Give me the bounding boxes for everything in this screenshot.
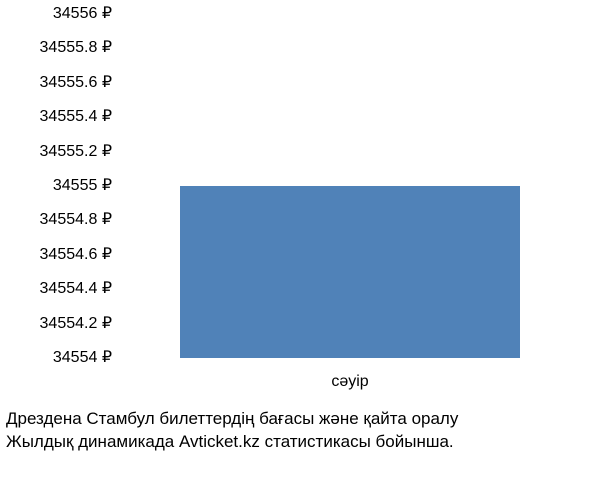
y-tick-label: 34554 ₽ (0, 350, 112, 366)
caption-line-1: Дрездена Стамбул билеттердің бағасы және… (6, 408, 600, 431)
y-tick-label: 34554.2 ₽ (0, 316, 112, 332)
y-tick-label: 34554.8 ₽ (0, 212, 112, 228)
y-tick-label: 34554.6 ₽ (0, 247, 112, 263)
y-tick-label: 34555.8 ₽ (0, 40, 112, 56)
y-tick-label: 34556 ₽ (0, 6, 112, 22)
x-tick-label: сәуір (331, 374, 368, 390)
chart-caption: Дрездена Стамбул билеттердің бағасы және… (0, 408, 600, 454)
y-tick-label: 34554.4 ₽ (0, 281, 112, 297)
y-tick-label: 34555.4 ₽ (0, 109, 112, 125)
price-dynamics-chart: 34556 ₽ 34555.8 ₽ 34555.6 ₽ 34555.4 ₽ 34555.… (0, 0, 600, 500)
plot-area (120, 14, 580, 358)
caption-line-2: Жылдық динамикада Avticket.kz статистика… (6, 431, 600, 454)
bar (180, 186, 520, 358)
y-tick-label: 34555.6 ₽ (0, 75, 112, 91)
y-tick-label: 34555 ₽ (0, 178, 112, 194)
y-tick-label: 34555.2 ₽ (0, 144, 112, 160)
